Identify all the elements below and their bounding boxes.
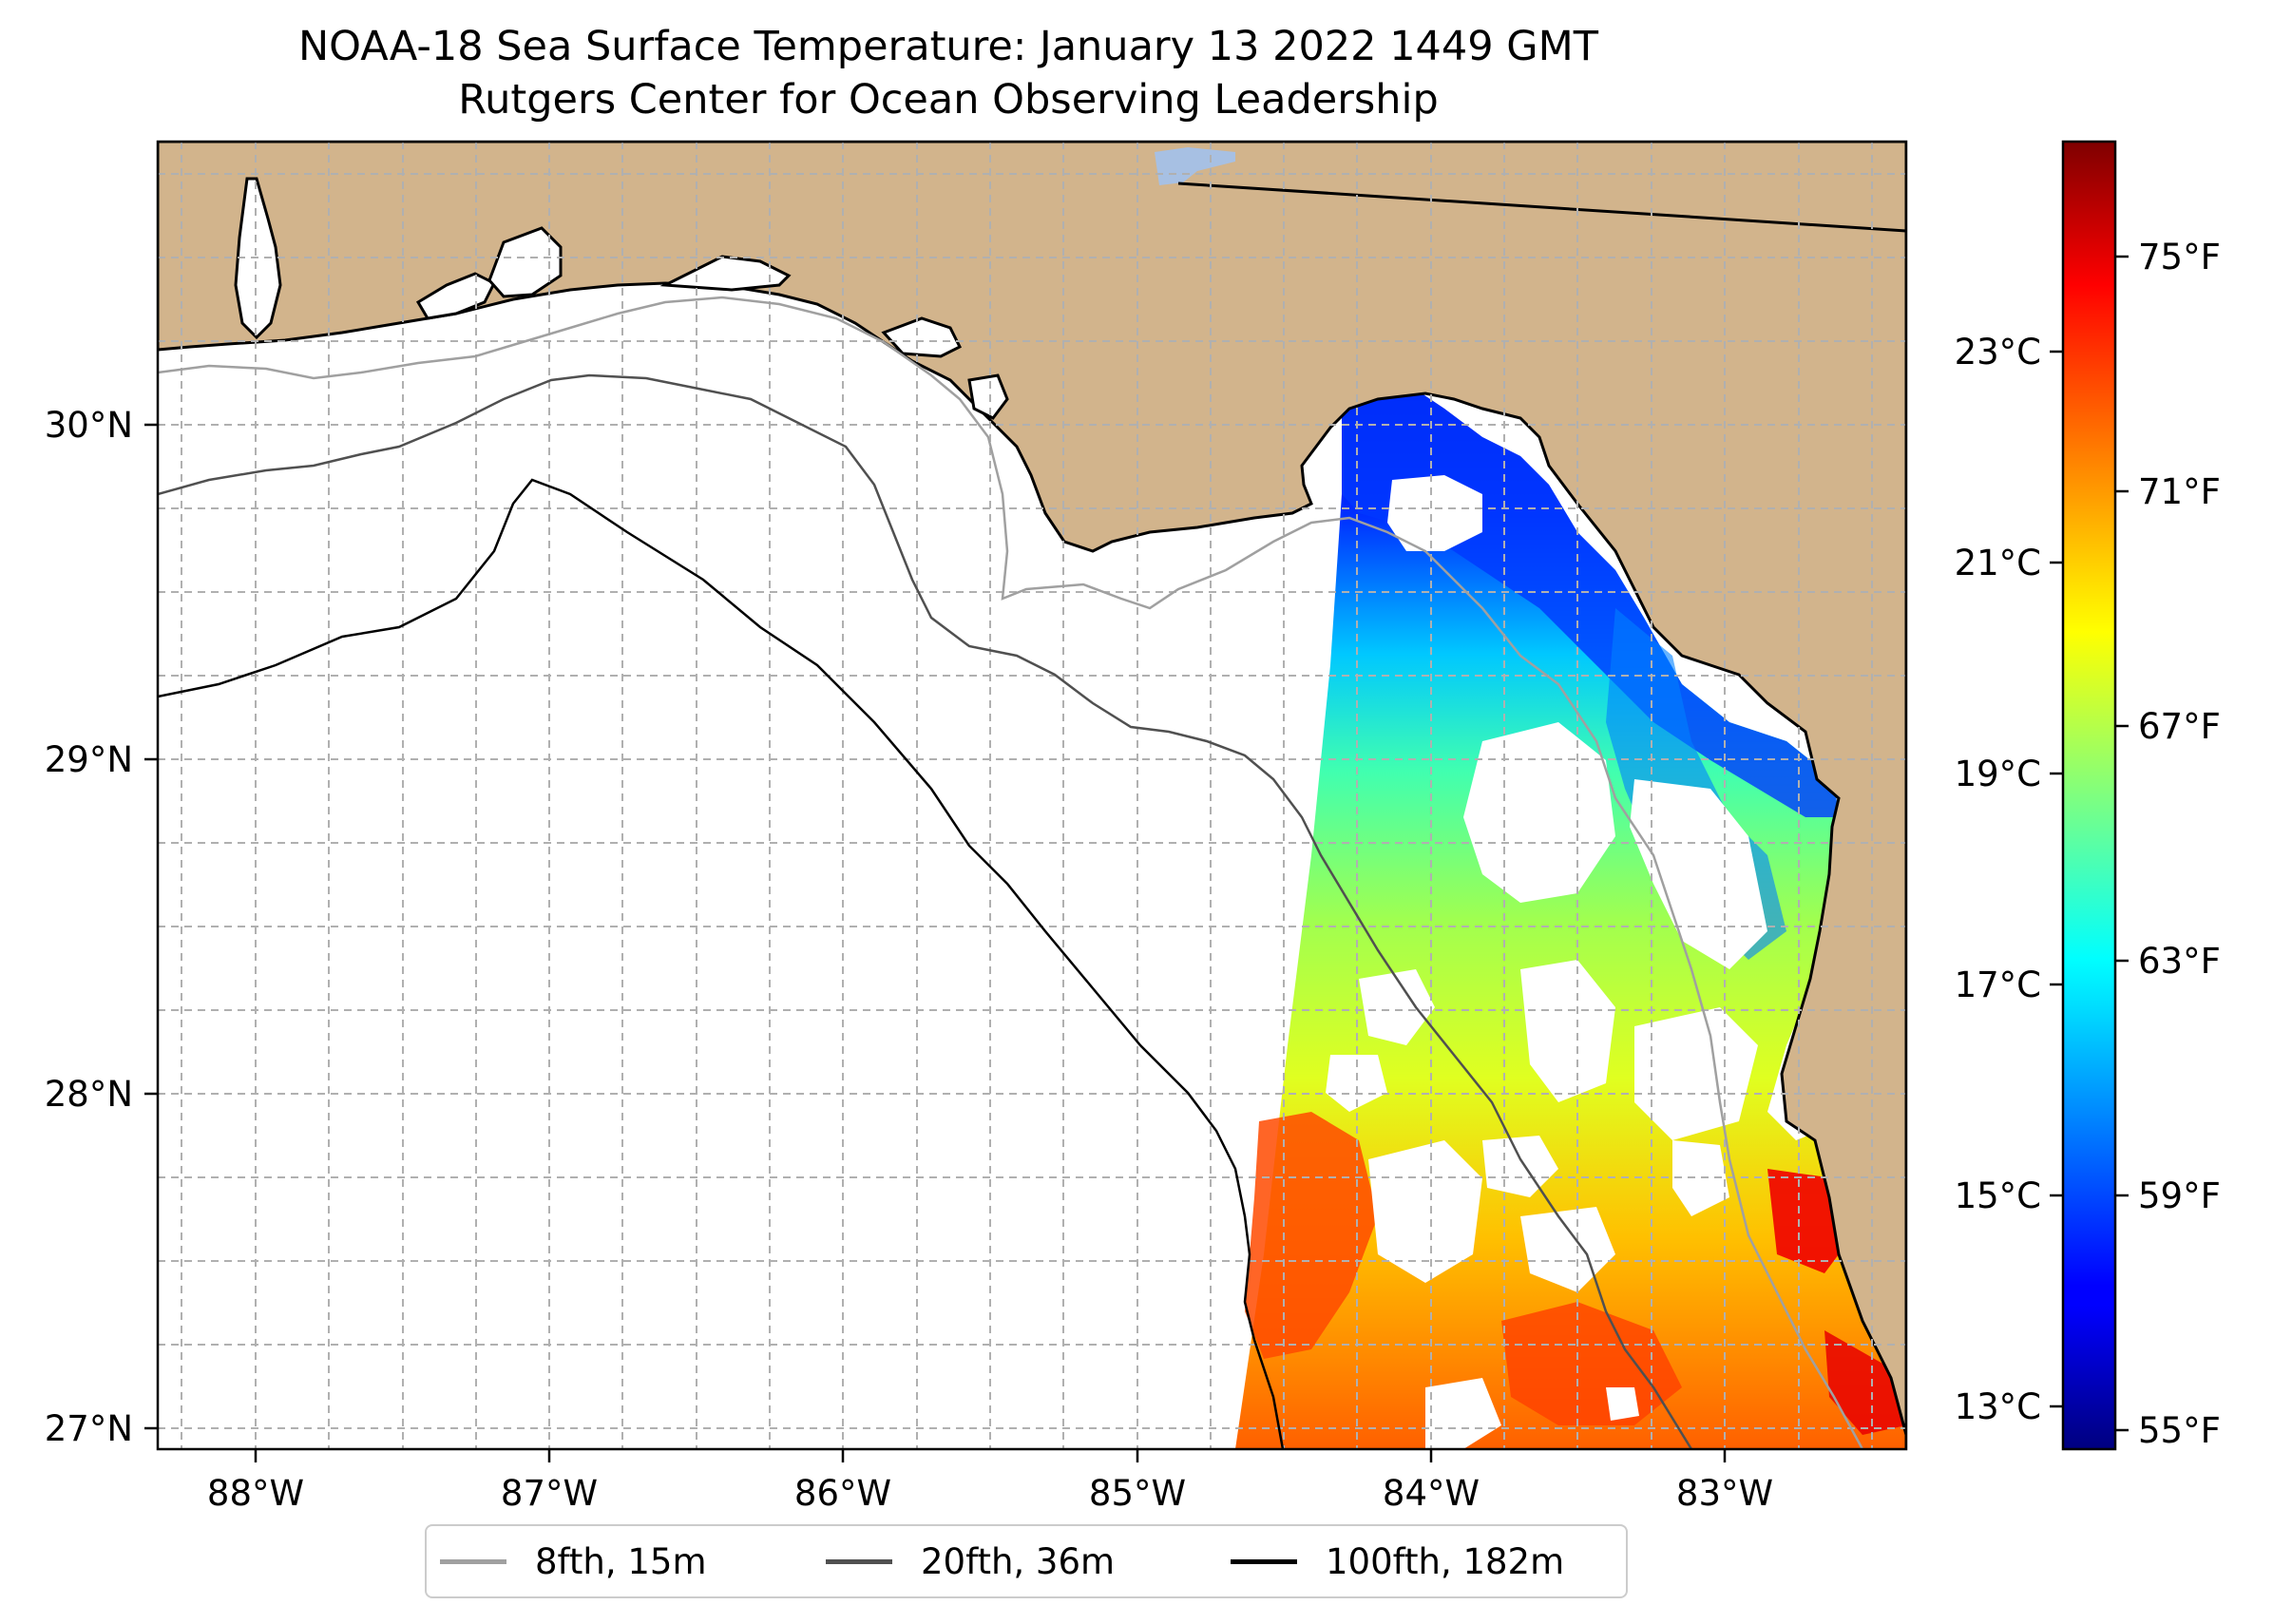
colorbar-celsius-label: 13°C xyxy=(1955,1386,2041,1427)
map-subtitle: Rutgers Center for Ocean Observing Leade… xyxy=(458,76,1439,124)
colorbar-celsius-label: 19°C xyxy=(1955,754,2041,794)
legend-swatch xyxy=(440,1558,506,1564)
colorbar-fahrenheit-label: 55°F xyxy=(2138,1410,2221,1451)
legend-label: 20fth, 36m xyxy=(921,1540,1116,1582)
colorbar-celsius-label: 15°C xyxy=(1955,1175,2041,1216)
legend-swatch xyxy=(1231,1558,1297,1564)
colorbar-celsius-label: 21°C xyxy=(1955,543,2041,583)
lat-label: 29°N xyxy=(45,739,133,780)
lat-label: 28°N xyxy=(45,1074,133,1115)
lon-label: 84°W xyxy=(1383,1473,1480,1514)
colorbar: 23°C 21°C 19°C 17°C 15°C 13°C 75°F 71°F … xyxy=(1955,140,2221,1451)
legend: 8fth, 15m 20fth, 36m 100fth, 182m xyxy=(425,1524,1628,1598)
colorbar-fahrenheit-label: 63°F xyxy=(2138,941,2221,982)
lon-label: 83°W xyxy=(1676,1473,1773,1514)
legend-label: 8fth, 15m xyxy=(535,1540,707,1582)
contour-20fth xyxy=(158,373,1693,1449)
lon-label: 85°W xyxy=(1089,1473,1186,1514)
gridlines xyxy=(158,142,1906,1449)
lon-label: 86°W xyxy=(794,1473,891,1514)
map-title: NOAA-18 Sea Surface Temperature: January… xyxy=(298,23,1598,70)
colorbar-celsius-label: 17°C xyxy=(1955,965,2041,1005)
legend-item-8fth: 8fth, 15m xyxy=(440,1526,707,1596)
lon-label: 88°W xyxy=(207,1473,304,1514)
legend-swatch xyxy=(826,1558,892,1564)
colorbar-celsius-label: 23°C xyxy=(1955,332,2041,373)
sst-swath xyxy=(1235,390,1906,1449)
lon-label: 87°W xyxy=(501,1473,598,1514)
legend-label: 100fth, 182m xyxy=(1326,1540,1565,1582)
lat-label: 30°N xyxy=(45,405,133,446)
legend-item-100fth: 100fth, 182m xyxy=(1231,1526,1564,1596)
colorbar-fahrenheit-label: 71°F xyxy=(2138,471,2221,512)
colorbar-fahrenheit-label: 75°F xyxy=(2138,237,2221,277)
colorbar-fahrenheit-label: 59°F xyxy=(2138,1175,2221,1216)
legend-item-20fth: 20fth, 36m xyxy=(826,1526,1115,1596)
colorbar-fahrenheit-label: 67°F xyxy=(2138,706,2221,747)
lat-label: 27°N xyxy=(45,1408,133,1449)
contour-8fth xyxy=(158,296,1864,1449)
contour-100fth xyxy=(158,478,1285,1449)
